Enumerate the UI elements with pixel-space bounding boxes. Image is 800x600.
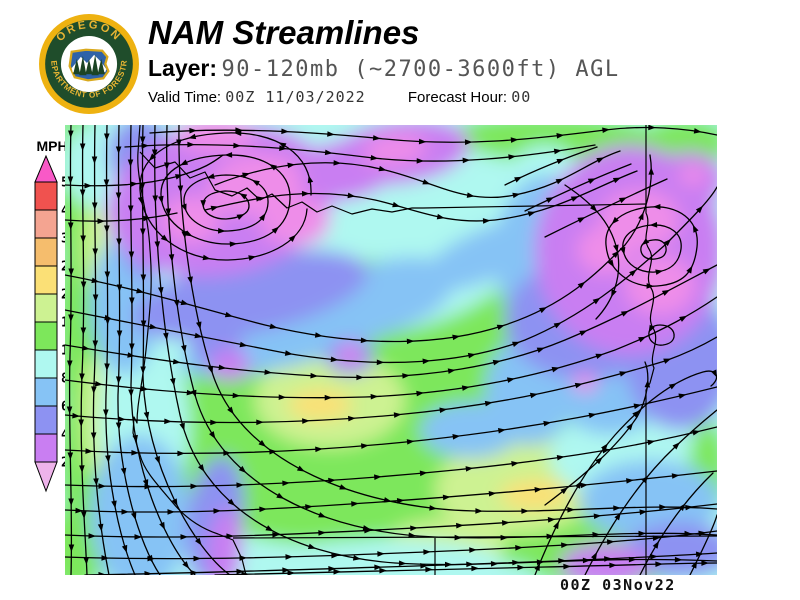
- layer-value: 90-120mb (~2700-3600ft) AGL: [221, 57, 620, 82]
- page-title: NAM Streamlines: [148, 14, 420, 51]
- map-svg: [65, 125, 717, 575]
- valid-time-label: Valid Time:: [148, 89, 222, 106]
- forecast-hour-value: 00: [511, 88, 532, 106]
- layer-label: Layer:: [148, 55, 218, 81]
- odf-logo: OREGON DEPARTMENT OF FORESTRY: [35, 6, 140, 115]
- logo-forest-scene: [68, 48, 110, 82]
- header: NAM Streamlines Layer: 90-120mb (~2700-3…: [148, 14, 620, 106]
- map-timestamp: 00Z 03Nov22: [560, 576, 676, 594]
- odf-logo-graphic: OREGON DEPARTMENT OF FORESTRY: [35, 6, 139, 114]
- logo-trees: [73, 54, 105, 76]
- forecast-hour-label: Forecast Hour:: [407, 89, 508, 106]
- layer-line: Layer: 90-120mb (~2700-3600ft) AGL: [148, 55, 620, 82]
- valid-time-value: 00Z 11/03/2022: [225, 88, 366, 106]
- legend-units-label: MPH: [36, 138, 68, 154]
- valid-time-line: Valid Time: 00Z 11/03/2022 Forecast Hour…: [148, 88, 620, 106]
- streamline-map: [65, 125, 717, 575]
- svg-text:2: 2: [61, 456, 69, 471]
